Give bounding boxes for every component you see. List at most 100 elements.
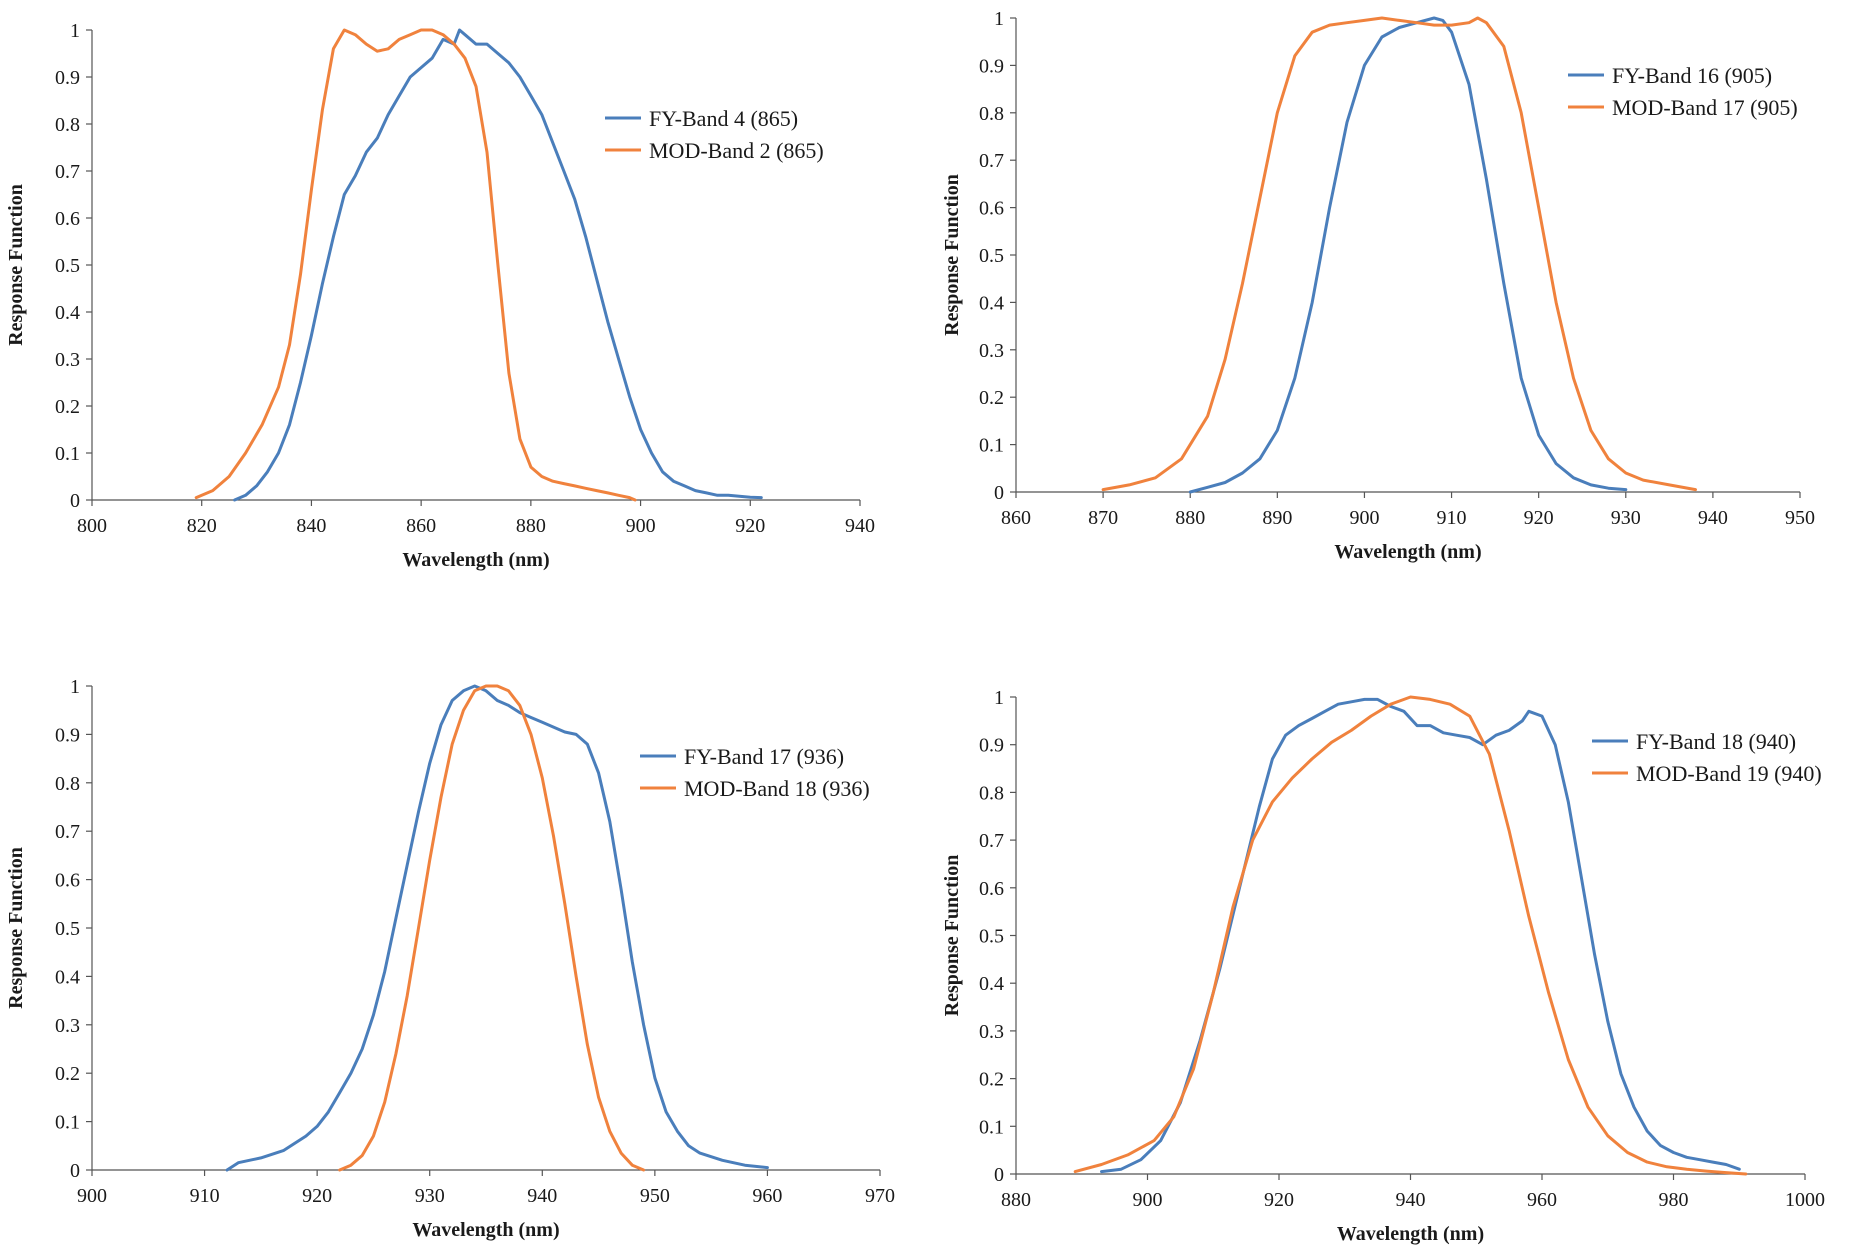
y-tick-label: 0.7 — [55, 161, 80, 183]
x-tick-label: 940 — [845, 515, 875, 537]
series-line-mod — [1101, 16, 1697, 492]
y-tick-label: 0.3 — [979, 1021, 1004, 1043]
series-line-mod — [1073, 695, 1748, 1176]
x-tick-label: 970 — [865, 1185, 895, 1207]
legend-label-fy: FY-Band 16 (905) — [1612, 63, 1772, 88]
series-line-mod — [338, 684, 646, 1172]
x-tick-label: 1000 — [1785, 1189, 1825, 1211]
x-tick-label: 900 — [77, 1185, 107, 1207]
y-tick-label: 0.6 — [55, 208, 80, 230]
y-tick-label: 0.4 — [979, 973, 1004, 995]
y-tick-label: 0.8 — [979, 782, 1004, 804]
y-tick-label: 0.9 — [979, 55, 1004, 77]
y-tick-label: 0.2 — [55, 1063, 80, 1085]
y-tick-label: 0.4 — [55, 966, 80, 988]
y-tick-label: 1 — [994, 8, 1004, 30]
y-tick-label: 0.8 — [55, 773, 80, 795]
y-tick-label: 0.5 — [979, 926, 1004, 948]
y-tick-label: 0.3 — [55, 1015, 80, 1037]
legend-label-fy: FY-Band 17 (936) — [684, 744, 844, 769]
y-tick-label: 0.9 — [55, 67, 80, 89]
x-tick-label: 930 — [1611, 507, 1641, 529]
y-tick-label: 0 — [994, 1164, 1004, 1186]
series-line-fy — [225, 684, 769, 1172]
y-tick-label: 0.9 — [55, 724, 80, 746]
y-tick-label: 0.8 — [55, 114, 80, 136]
chart-panel-1: 0 0.1 0.2 0.3 0.4 0.5 0.6 0.7 0.8 0.9 1 800 820 840 86… — [5, 20, 875, 571]
chart-panel-2: 0 0.1 0.2 0.3 0.4 0.5 0.6 0.7 0.8 0.9 1 860 870 880 89… — [941, 8, 1815, 563]
series-line-fy — [233, 28, 763, 502]
x-tick-label: 920 — [1264, 1189, 1294, 1211]
y-tick-label: 0.3 — [979, 340, 1004, 362]
y-tick-label: 0.1 — [55, 443, 80, 465]
x-axis-title: Wavelength (nm) — [1334, 541, 1481, 563]
x-tick-label: 880 — [1175, 507, 1205, 529]
x-tick-label: 920 — [735, 515, 765, 537]
y-tick-label: 0.4 — [979, 292, 1004, 314]
x-tick-label: 880 — [516, 515, 546, 537]
y-tick-label: 1 — [70, 20, 80, 42]
y-tick-label: 0.7 — [979, 150, 1004, 172]
legend-label-mod: MOD-Band 18 (936) — [684, 776, 870, 801]
y-tick-label: 0.5 — [55, 918, 80, 940]
y-axis-title: Response Function — [941, 855, 963, 1017]
x-axis-title: Wavelength (nm) — [412, 1219, 559, 1241]
legend-label-fy: FY-Band 4 (865) — [649, 106, 798, 131]
series-line-mod — [194, 28, 637, 502]
y-tick-label: 0.6 — [979, 878, 1004, 900]
y-axis-title: Response Function — [5, 184, 27, 346]
x-tick-label: 860 — [1001, 507, 1031, 529]
x-tick-label: 860 — [406, 515, 436, 537]
y-tick-label: 1 — [994, 687, 1004, 709]
y-tick-label: 0.6 — [55, 870, 80, 892]
x-axis-title: Wavelength (nm) — [1337, 1223, 1484, 1245]
x-tick-label: 980 — [1659, 1189, 1689, 1211]
legend-label-mod: MOD-Band 17 (905) — [1612, 95, 1798, 120]
series-line-fy — [1188, 16, 1628, 494]
y-tick-label: 0.2 — [55, 396, 80, 418]
y-tick-label: 0.8 — [979, 103, 1004, 125]
y-tick-label: 0.1 — [979, 1116, 1004, 1138]
y-axis-title: Response Function — [941, 174, 963, 336]
legend-label-fy: FY-Band 18 (940) — [1636, 729, 1796, 754]
x-tick-label: 900 — [626, 515, 656, 537]
x-tick-label: 910 — [190, 1185, 220, 1207]
x-tick-label: 920 — [1524, 507, 1554, 529]
x-tick-label: 940 — [1698, 507, 1728, 529]
y-tick-label: 0.4 — [55, 302, 80, 324]
y-tick-label: 0.1 — [55, 1112, 80, 1134]
x-tick-label: 870 — [1088, 507, 1118, 529]
x-tick-label: 880 — [1001, 1189, 1031, 1211]
x-tick-label: 940 — [1396, 1189, 1426, 1211]
y-tick-label: 0.3 — [55, 349, 80, 371]
x-tick-label: 900 — [1349, 507, 1379, 529]
y-tick-label: 0.9 — [979, 735, 1004, 757]
x-tick-label: 890 — [1262, 507, 1292, 529]
x-tick-label: 950 — [640, 1185, 670, 1207]
y-tick-label: 0.7 — [55, 821, 80, 843]
chart-panel-4: 0 0.1 0.2 0.3 0.4 0.5 0.6 0.7 0.8 0.9 1 880 900 920 94… — [941, 687, 1825, 1245]
y-tick-label: 0 — [70, 1160, 80, 1182]
x-tick-label: 820 — [187, 515, 217, 537]
x-tick-label: 800 — [77, 515, 107, 537]
chart-panel-3: 0 0.1 0.2 0.3 0.4 0.5 0.6 0.7 0.8 0.9 1 900 910 920 93… — [5, 676, 895, 1241]
legend-label-mod: MOD-Band 2 (865) — [649, 138, 824, 163]
x-tick-label: 960 — [1527, 1189, 1557, 1211]
y-tick-label: 0.2 — [979, 387, 1004, 409]
y-tick-label: 0 — [994, 482, 1004, 504]
x-tick-label: 950 — [1785, 507, 1815, 529]
y-tick-label: 0.7 — [979, 830, 1004, 852]
y-tick-label: 0 — [70, 490, 80, 512]
y-tick-label: 0.5 — [55, 255, 80, 277]
y-tick-label: 0.5 — [979, 245, 1004, 267]
x-tick-label: 960 — [752, 1185, 782, 1207]
x-axis-title: Wavelength (nm) — [402, 549, 549, 571]
x-tick-label: 940 — [527, 1185, 557, 1207]
y-tick-label: 0.6 — [979, 198, 1004, 220]
y-axis-title: Response Function — [5, 847, 27, 1009]
x-tick-label: 840 — [296, 515, 326, 537]
y-tick-label: 0.1 — [979, 435, 1004, 457]
y-tick-label: 1 — [70, 676, 80, 698]
legend-label-mod: MOD-Band 19 (940) — [1636, 761, 1822, 786]
